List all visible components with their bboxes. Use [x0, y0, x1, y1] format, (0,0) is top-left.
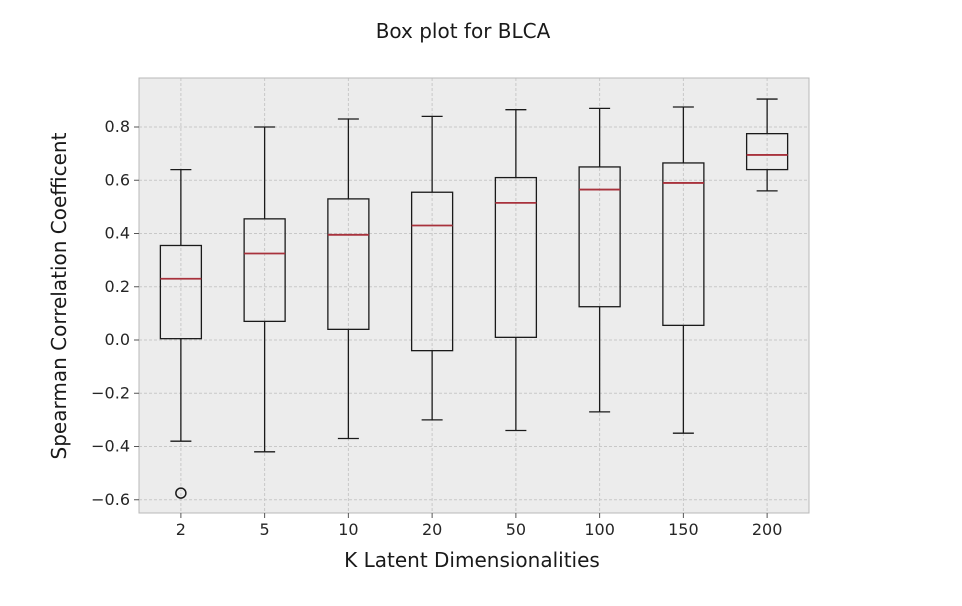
outlier-point	[175, 487, 187, 499]
x-tick-label: 2	[176, 520, 186, 539]
box-200	[745, 98, 789, 192]
iqr-box	[159, 244, 203, 340]
iqr-box	[578, 166, 621, 308]
box-2	[159, 168, 203, 499]
ticks-layer: −0.6 −0.4 −0.2 0.0 0.2 0.4 0.6 0.8 2 5 10 20 50 100 15…	[91, 117, 782, 539]
box-10	[327, 118, 370, 440]
x-tick-label: 150	[668, 520, 699, 539]
y-tick-label: −0.2	[91, 383, 130, 402]
iqr-box	[662, 162, 705, 327]
x-tick-label: 5	[260, 520, 270, 539]
y-tick-label: −0.4	[91, 437, 130, 456]
y-tick-label: 0.6	[105, 170, 130, 189]
plot-area	[139, 78, 809, 513]
box-100	[578, 107, 621, 413]
iqr-box	[494, 176, 538, 338]
chart-title: Box plot for BLCA	[376, 19, 551, 43]
y-tick-label: 0.2	[105, 277, 130, 296]
x-tick-label: 20	[422, 520, 442, 539]
x-tick-label: 100	[584, 520, 615, 539]
x-axis-label: K Latent Dimensionalities	[344, 548, 600, 572]
box-5	[243, 126, 286, 453]
x-tick-label: 50	[506, 520, 526, 539]
y-tick-label: 0.0	[105, 330, 130, 349]
iqr-box	[410, 191, 454, 352]
box-50	[494, 109, 538, 432]
iqr-box	[243, 218, 286, 323]
x-tick-label: 200	[752, 520, 783, 539]
y-tick-label: −0.6	[91, 490, 130, 509]
boxes-layer	[159, 98, 789, 499]
grid-layer	[139, 78, 809, 513]
iqr-box	[327, 198, 370, 330]
x-tick-label: 10	[338, 520, 358, 539]
y-tick-label: 0.4	[105, 224, 130, 243]
plot-frame	[138, 77, 810, 514]
box-20	[410, 115, 454, 421]
box-150	[662, 106, 705, 434]
y-axis-label: Spearman Correlation Coefficent	[47, 132, 71, 459]
y-tick-label: 0.8	[105, 117, 130, 136]
iqr-box	[745, 133, 789, 171]
